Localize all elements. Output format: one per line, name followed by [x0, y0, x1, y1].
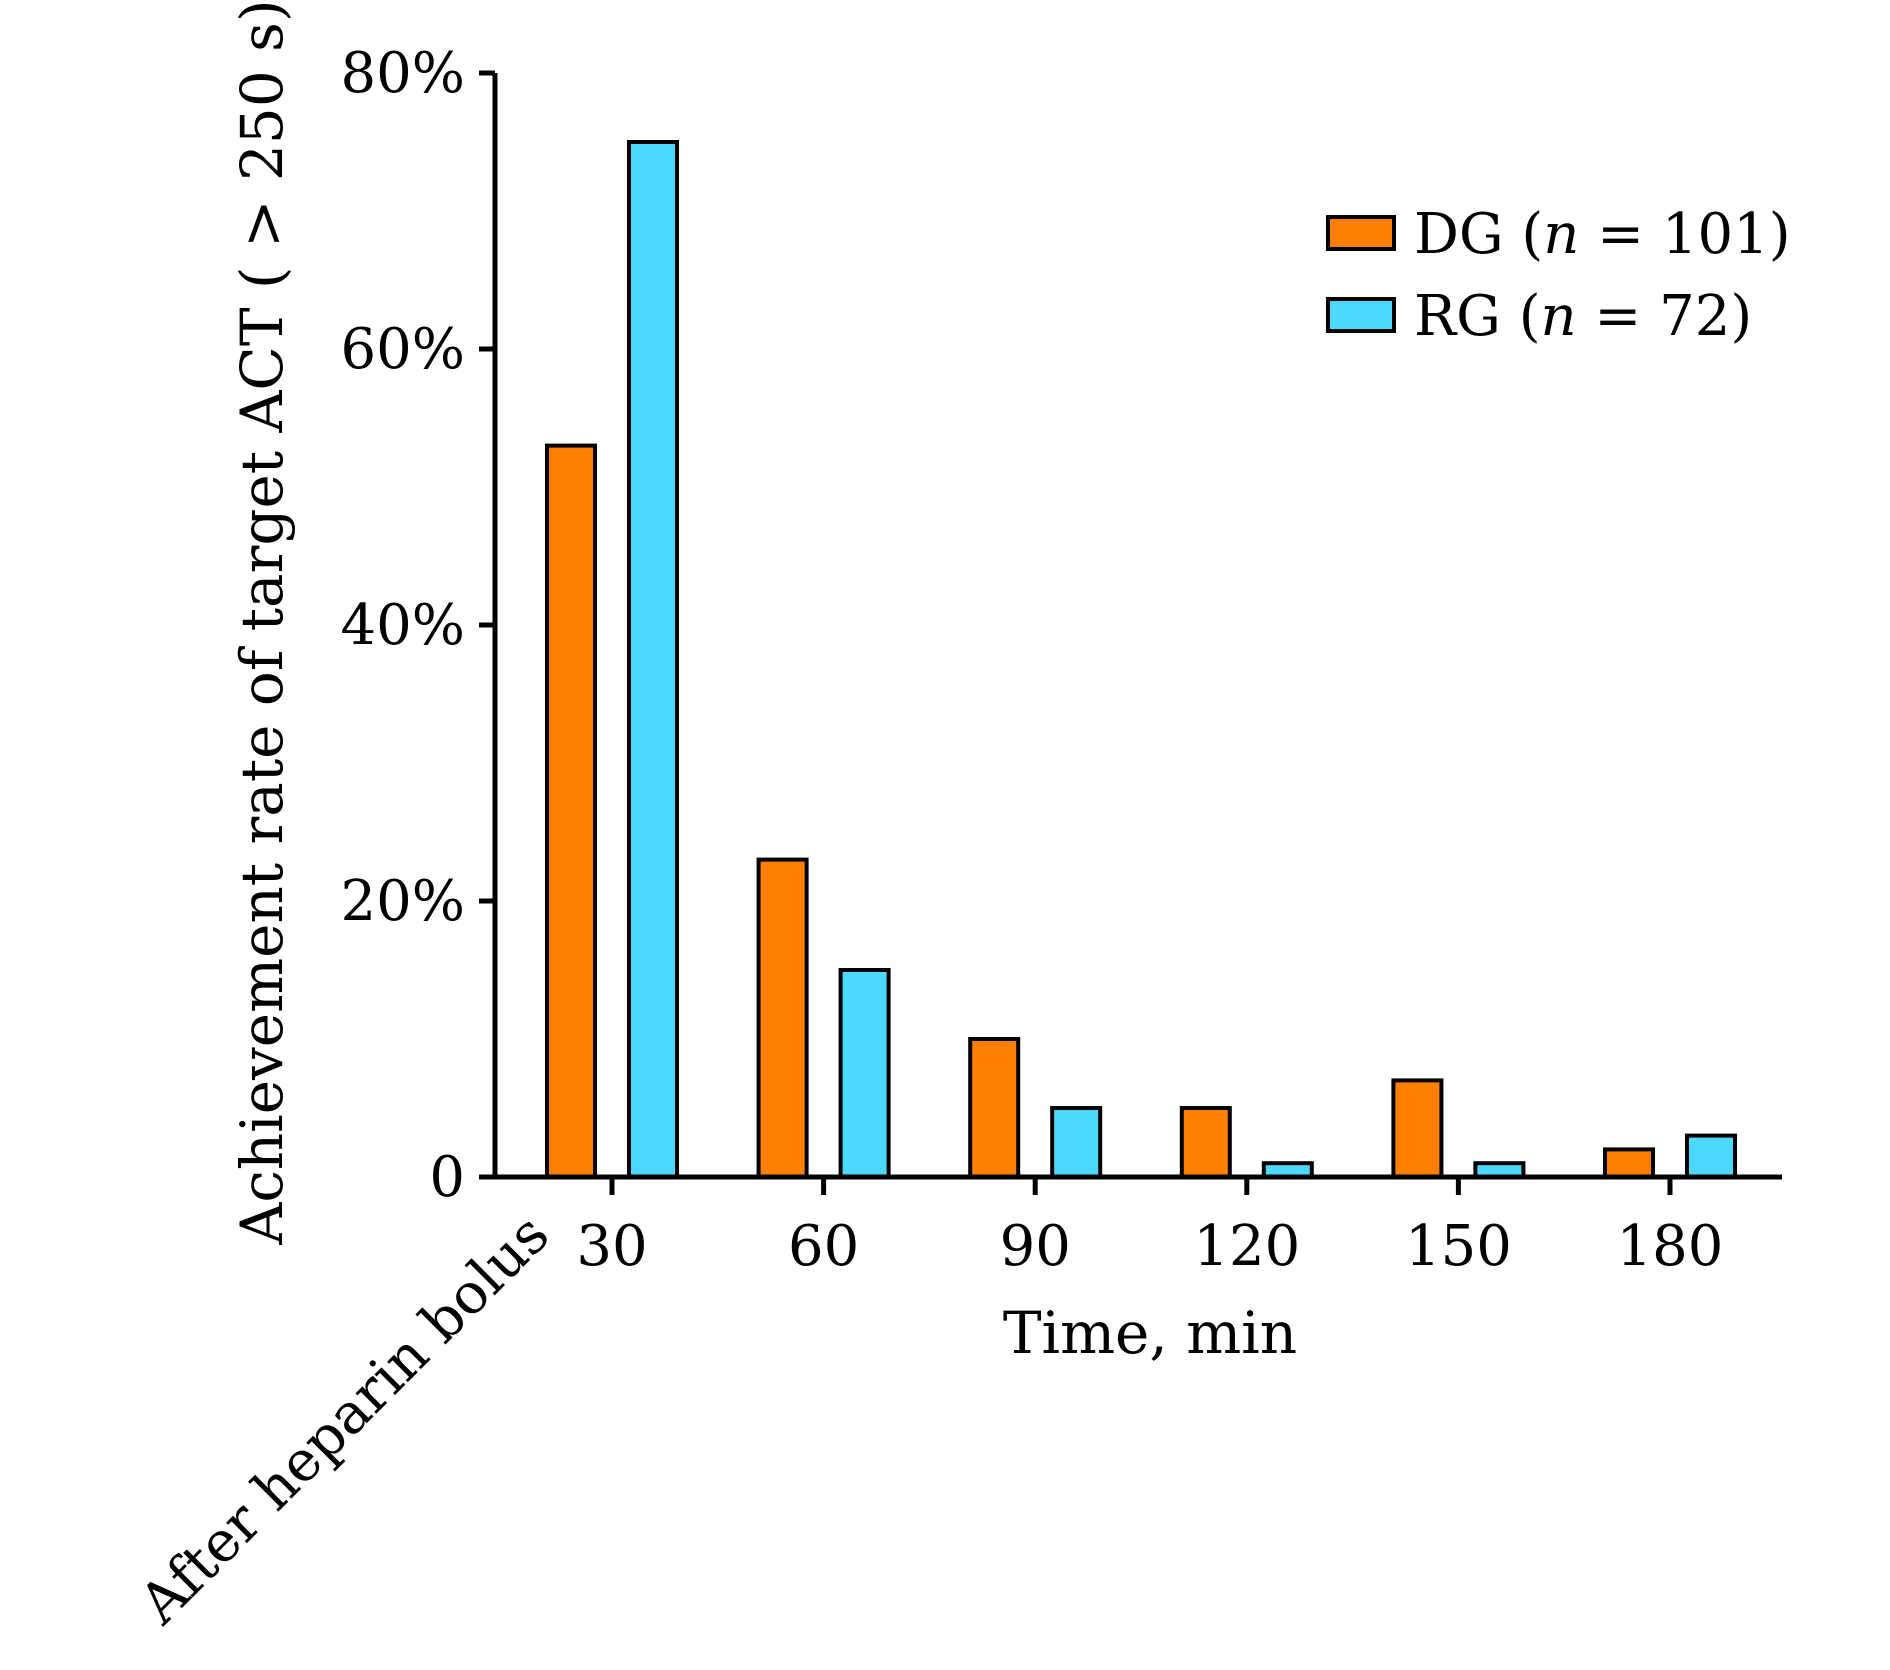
- y-axis-title: Achievement rate of target ACT ( > 250 s…: [228, 0, 296, 1246]
- heparin-bolus-annotation: After heparin bolus: [127, 1202, 562, 1637]
- x-tick-label: 30: [576, 1214, 647, 1279]
- bar-series-2-180: [1685, 1133, 1737, 1179]
- y-tick-label: 80%: [341, 41, 465, 106]
- y-tick-label: 60%: [341, 317, 465, 382]
- legend-swatch-2: [1326, 297, 1396, 333]
- bar-series-1-30: [545, 443, 597, 1180]
- y-axis-ticks: 0 20% 40% 60% 80%: [341, 41, 495, 1210]
- legend: DG (n = 101) RG (n = 72): [1326, 202, 1791, 349]
- legend-label-2: RG (n = 72): [1414, 284, 1752, 349]
- bar-series-1-120: [1179, 1106, 1232, 1179]
- y-tick-label: 20%: [341, 869, 465, 934]
- bar-series-1-150: [1391, 1078, 1444, 1180]
- x-tick-label: 180: [1617, 1214, 1724, 1279]
- x-tick-label: 90: [1000, 1214, 1071, 1279]
- legend-swatch-1: [1326, 215, 1396, 251]
- legend-label-1: DG (n = 101): [1414, 202, 1791, 267]
- x-tick-label: 120: [1193, 1214, 1300, 1279]
- y-tick-label: 40%: [341, 593, 465, 658]
- bars-layer: [545, 140, 1737, 1180]
- bar-series-1-180: [1603, 1147, 1655, 1180]
- bar-series-2-30: [627, 140, 679, 1179]
- bar-series-2-60: [838, 968, 891, 1179]
- bar-series-2-90: [1050, 1106, 1103, 1179]
- x-axis-title: Time, min: [1003, 1299, 1297, 1367]
- x-axis-ticks: 30 60 90 120 150 180: [576, 1177, 1723, 1279]
- bar-series-1-60: [756, 857, 809, 1179]
- x-tick-label: 150: [1405, 1214, 1512, 1279]
- x-tick-label: 60: [788, 1214, 859, 1279]
- y-tick-label: 0: [429, 1145, 465, 1210]
- bar-series-1-90: [968, 1037, 1021, 1179]
